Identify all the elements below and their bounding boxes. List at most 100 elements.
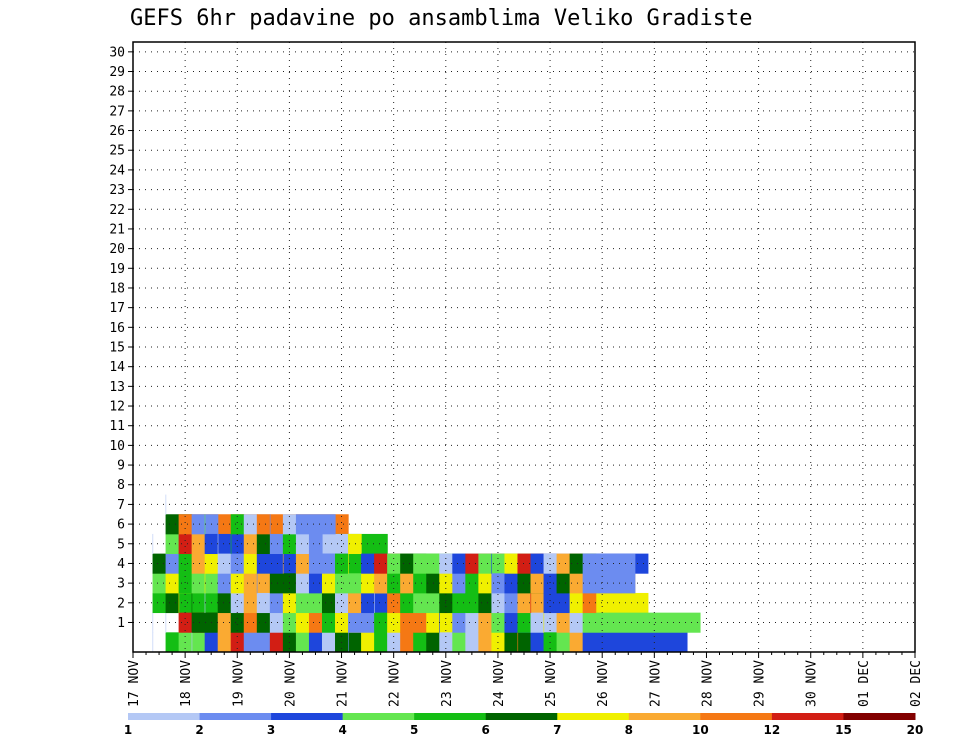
heatmap-cell [400, 592, 414, 614]
y-tick-label: 14 [109, 360, 125, 375]
y-tick-label: 17 [109, 301, 125, 316]
x-tick-label: 18 NOV [179, 660, 194, 707]
colorbar-label: 8 [625, 723, 633, 737]
heatmap-cell [269, 514, 271, 535]
heatmap-cell [165, 592, 180, 614]
y-tick-label: 18 [109, 281, 125, 296]
y-tick-label: 6 [117, 518, 125, 533]
heatmap-cell [582, 573, 636, 594]
colorbar-segment [771, 713, 844, 720]
heatmap-cell [295, 514, 336, 535]
colorbar-label: 6 [482, 723, 490, 737]
heatmap-cell [243, 632, 258, 653]
heatmap-cell [295, 632, 310, 653]
y-tick-label: 13 [109, 380, 125, 395]
heatmap-cell [256, 573, 258, 594]
heatmap-cell [439, 573, 453, 594]
x-tick-label: 30 NOV [805, 660, 820, 707]
chart-title: GEFS 6hr padavine po ansamblima Veliko G… [130, 6, 753, 31]
heatmap-cell [152, 632, 154, 653]
heatmap-cell [295, 573, 310, 594]
x-tick-label: 24 NOV [492, 660, 507, 707]
y-tick-label: 7 [117, 498, 125, 513]
heatmap-cell [204, 573, 206, 594]
y-tick-label: 29 [109, 65, 125, 80]
heatmap-cell [374, 592, 375, 614]
x-tick-label: 23 NOV [440, 660, 455, 707]
heatmap-cell [348, 632, 349, 653]
y-tick-label: 24 [109, 163, 125, 178]
y-tick-label: 27 [109, 104, 125, 119]
heatmap-cell [269, 533, 284, 555]
colorbar-label: 5 [410, 723, 418, 737]
dotted-grid [133, 42, 915, 652]
colorbar-label: 10 [692, 723, 709, 737]
heatmap-cell [569, 592, 649, 614]
colorbar-segment [199, 713, 272, 720]
y-tick-label: 21 [109, 222, 125, 237]
heatmap-cell [308, 573, 323, 594]
x-tick-label: 01 DEC [857, 660, 872, 707]
heatmap-cell [165, 494, 167, 515]
colorbar-segment [342, 713, 415, 720]
y-tick-label: 16 [109, 321, 125, 336]
heatmap-cell [530, 592, 532, 614]
x-tick-label: 27 NOV [648, 660, 663, 707]
colorbar-segment [414, 713, 487, 720]
heatmap-cell [374, 612, 388, 633]
colorbar-segment [628, 713, 701, 720]
colorbar-segment [485, 713, 558, 720]
heatmap-cell [230, 533, 232, 555]
heatmap-cell [204, 514, 206, 535]
heatmap-cell [582, 553, 636, 574]
colorbar-label: 15 [835, 723, 852, 737]
y-tick-label: 4 [117, 557, 125, 572]
heatmap-cells [152, 494, 701, 653]
y-tick-label: 22 [109, 203, 125, 218]
heatmap-cell [348, 533, 362, 555]
y-tick-label: 5 [117, 537, 125, 552]
heatmap-cell [491, 553, 493, 574]
x-axis-ticks: 17 NOV 18 NOV 19 NOV 20 NOV 21 NOV 22 NOV 23 N… [127, 652, 924, 707]
x-tick-label: 29 NOV [753, 660, 768, 707]
y-tick-label: 1 [117, 616, 125, 631]
heatmap-cell [348, 553, 349, 574]
heatmap-cell [517, 632, 519, 653]
y-tick-label: 2 [117, 596, 125, 611]
colorbar-segment [843, 713, 916, 720]
colorbar-label: 1 [124, 723, 132, 737]
heatmap-cell [543, 612, 545, 633]
heatmap-cell [217, 553, 232, 574]
heatmap-cell [374, 573, 388, 594]
heatmap-cell [191, 632, 193, 653]
heatmap-cell [308, 533, 323, 555]
x-tick-label: 21 NOV [336, 660, 351, 707]
y-tick-label: 3 [117, 577, 125, 592]
colorbar-label: 4 [338, 723, 346, 737]
colorbar-segment [271, 713, 344, 720]
heatmap-cell [152, 533, 154, 555]
x-tick-label: 26 NOV [596, 660, 611, 707]
colorbar-label: 3 [267, 723, 275, 737]
colorbar: 1 2 3 4 5 6 7 8 10 12 15 20 [124, 713, 923, 737]
heatmap-cell [230, 592, 245, 614]
heatmap-cell [217, 533, 219, 555]
heatmap-cell [582, 632, 688, 653]
heatmap-cell [452, 553, 466, 574]
colorbar-label: 12 [764, 723, 781, 737]
x-tick-label: 22 NOV [388, 660, 403, 707]
colorbar-segment [128, 713, 201, 720]
x-tick-label: 02 DEC [909, 660, 924, 707]
heatmap-cell [191, 592, 193, 614]
heatmap-cell [256, 553, 271, 574]
heatmap-cell [204, 592, 206, 614]
x-tick-label: 17 NOV [127, 660, 142, 707]
heatmap-cell [348, 592, 362, 614]
heatmap-cell [178, 592, 180, 614]
y-tick-label: 11 [109, 419, 125, 434]
x-tick-label: 19 NOV [231, 660, 246, 707]
y-axis-ticks: 1234567891011121314151617181920212223242… [109, 45, 133, 631]
heatmap-cell [165, 553, 180, 574]
y-tick-label: 26 [109, 124, 125, 139]
